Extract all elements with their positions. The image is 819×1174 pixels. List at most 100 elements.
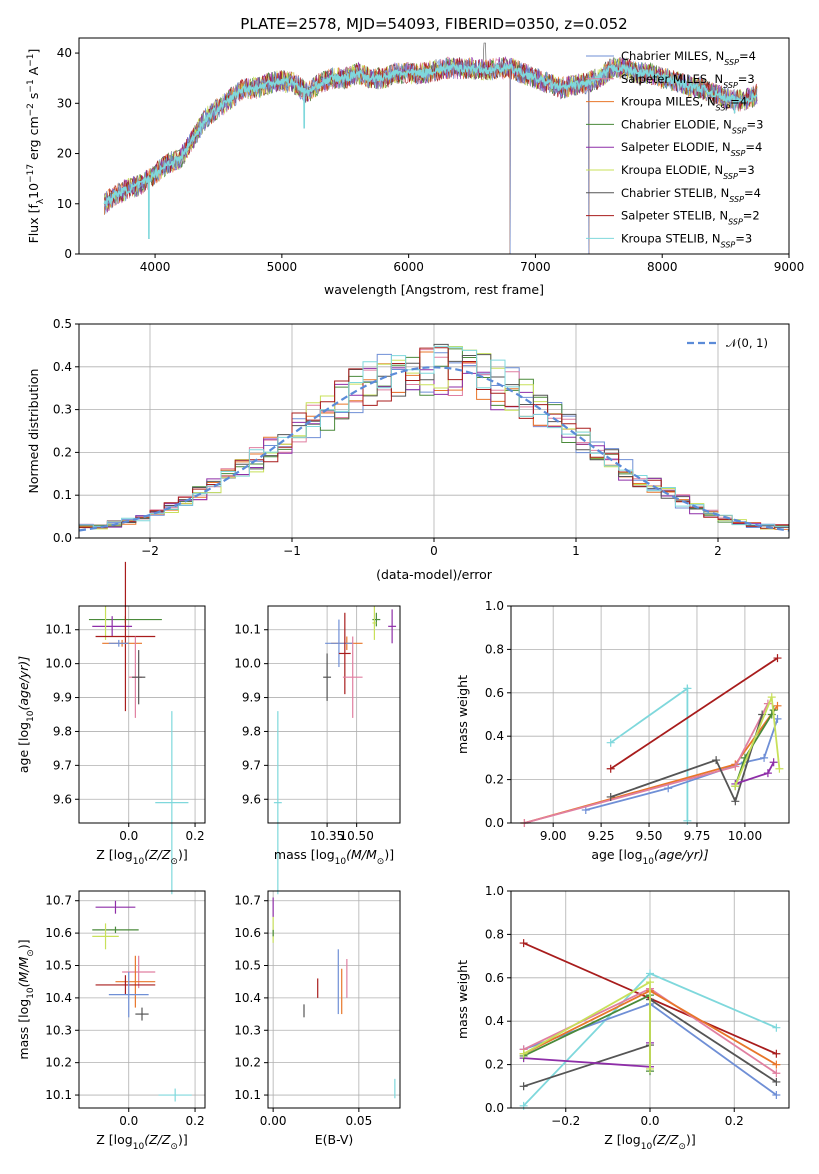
y-tick-label: 10.1 (45, 1088, 72, 1102)
x-tick-label: 0.2 (725, 1114, 744, 1128)
chart-spectrum: PLATE=2578, MJD=54093, FIBERID=0350, z=0… (26, 15, 804, 297)
weight_vs_z-marker-kroupa-miles (772, 1060, 781, 1069)
label-part: −17 (26, 164, 36, 183)
label-part: 10 (133, 1142, 145, 1152)
chart-age_vs_z: 0.0 0.29.69.79.89.910.010.1Z [log10(Z/Z⊙)… (16, 561, 206, 895)
label-part: Z [log (96, 847, 132, 862)
y-tick-label: 10.7 (234, 894, 261, 908)
weight_vs_z-marker-kroupa-elodie (646, 1064, 654, 1073)
y-tick-label: 9.8 (242, 724, 261, 738)
label-part: age [log (16, 722, 31, 773)
spectrum-kroupa-stelib-line (103, 62, 758, 239)
weight_vs_z-marker-salpeter-stelib (772, 1049, 781, 1058)
legend-entry-chabrier-stelib: Chabrier STELIB, NSSP=4 (621, 186, 761, 204)
weight_vs_age-x-label: age [log10(age/yr)] (591, 847, 708, 867)
legend-sub: SSP (716, 103, 731, 112)
weight_vs_z-marker-chabrier-stelib (772, 1077, 781, 1086)
y-tick-label: 0.1 (53, 488, 72, 502)
chart-mass_vs_ebv: 0.00 0.05 10.1 10.2 10.3 10.4 10.5 10.6 10.7 E(B-… (234, 890, 401, 1147)
x-tick-label: 0.0 (119, 1114, 138, 1128)
y-tick-label: 10.4 (45, 991, 72, 1005)
legend-sub: SSP (732, 126, 747, 135)
label-part: ⊙ (678, 1142, 686, 1152)
age_vs_z-x-label: Z [log10(Z/Z⊙)] (96, 847, 187, 867)
y-tick-label: 0.0 (53, 531, 72, 545)
weight_vs_age-marker-salpeter-stelib (606, 764, 615, 773)
y-tick-label: 0.6 (485, 686, 504, 700)
label-part: (Z/Z (144, 1132, 171, 1147)
y-tick-label: 9.8 (53, 724, 72, 738)
age_vs_mass-x-label: mass [log10(M/M⊙)] (274, 847, 394, 867)
legend-entry-salpeter-elodie: Salpeter ELODIE, NSSP=4 (621, 140, 762, 158)
y-tick-label: 10.6 (45, 926, 72, 940)
label-part: A (26, 66, 41, 79)
mass_vs_z-y-label: mass [log10(M/M⊙)] (16, 939, 36, 1059)
x-tick-label: 9000 (774, 260, 805, 274)
histogram-kroupa-stelib (79, 345, 789, 530)
spectrum-x-label: wavelength [Angstrom, rest frame] (324, 282, 544, 297)
legend-model: Chabrier STELIB, N (621, 186, 729, 200)
legend-entry-salpeter-stelib: Salpeter STELIB, NSSP=2 (621, 209, 760, 227)
label-part: )] (384, 847, 394, 862)
legend-sub: SSP (723, 172, 738, 181)
chart-weight_vs_z: −0.2 0.0 0.2 0.0 0.2 0.4 0.6 0.8 1.0 Z [log10(Z/Z… (455, 884, 790, 1152)
legend-model: Kroupa MILES, N (621, 95, 716, 109)
x-tick-label: 9.00 (540, 829, 567, 843)
x-tick-label: 0 (430, 544, 438, 558)
legend-sub: SSP (723, 80, 738, 89)
label-part: (Z/Z (144, 847, 171, 862)
weight_vs_z-marker-kroupa-stelib (772, 1023, 781, 1032)
normal-curve (78, 366, 790, 532)
weight_vs_z-marker-kroupa-elodie (646, 978, 654, 987)
legend-entry-salpeter-miles: Salpeter MILES, NSSP=3 (621, 72, 755, 90)
legend-count: =3 (738, 163, 755, 177)
label-part: mass [log (274, 847, 335, 862)
label-part: 10 (26, 987, 36, 999)
label-part: )] (178, 1132, 188, 1147)
y-tick-label: 10 (57, 197, 72, 211)
y-tick-label: 10.3 (45, 1023, 72, 1037)
y-tick-label: 20 (57, 147, 72, 161)
y-tick-label: 10.4 (234, 991, 261, 1005)
label-part: 10 (335, 857, 347, 867)
spectrum-kroupa-miles-line (104, 57, 758, 254)
y-tick-label: 0.6 (485, 971, 504, 985)
label-part: 10 (26, 710, 36, 722)
axes-frame (78, 890, 206, 1109)
y-tick-label: 0.4 (53, 360, 72, 374)
weight_vs_z-marker-salpeter-miles (772, 1069, 781, 1078)
axes-frame (267, 605, 401, 824)
y-tick-label: 0.2 (485, 1058, 504, 1072)
label-part: )] (686, 1132, 696, 1147)
x-tick-label: 0.0 (119, 829, 138, 843)
weight_vs_z-marker-kroupa-elodie (519, 1049, 528, 1058)
spectrum-y-label: Flux [fλ10−17 erg cm−2 s−1 A−1] (26, 49, 46, 244)
label-part: erg cm (26, 116, 41, 164)
x-tick-label: 10.00 (728, 829, 762, 843)
weight_vs_z-marker-chabrier-miles (772, 1090, 781, 1099)
y-tick-label: 0 (64, 247, 72, 261)
y-tick-label: 9.7 (242, 758, 261, 772)
mass_vs_z-x-label: Z [log10(Z/Z⊙)] (96, 1132, 187, 1152)
spectrum-salpeter-stelib-line (104, 57, 758, 254)
spectrum-chabrier-elodie-line (104, 57, 758, 254)
axes-frame (78, 605, 206, 824)
axes-frame (78, 37, 790, 255)
chart-residuals: −2 −1 0 1 2 0.0 0.1 0.2 0.3 0.4 0.5 𝒩(0, 1) (data-mo… (26, 317, 790, 582)
x-tick-label: 9.75 (684, 829, 711, 843)
label-part: )] (178, 847, 188, 862)
label-part: ⊙ (377, 857, 385, 867)
legend-count: =2 (743, 209, 760, 223)
y-tick-label: 9.9 (53, 691, 72, 705)
label-part: ⊙ (170, 1142, 178, 1152)
x-tick-label: −1 (283, 544, 301, 558)
mass_vs_ebv-x-label: E(B-V) (315, 1132, 354, 1147)
y-tick-label: 0.4 (485, 1014, 504, 1028)
y-tick-label: 1.0 (485, 884, 504, 898)
y-tick-label: 10.0 (234, 657, 261, 671)
weight_vs_age-marker-chabrier-miles (760, 753, 769, 762)
label-part: (Z/Z (652, 1132, 679, 1147)
spectrum-salpeter-miles-line (104, 56, 758, 254)
y-tick-label: 0.2 (485, 773, 504, 787)
